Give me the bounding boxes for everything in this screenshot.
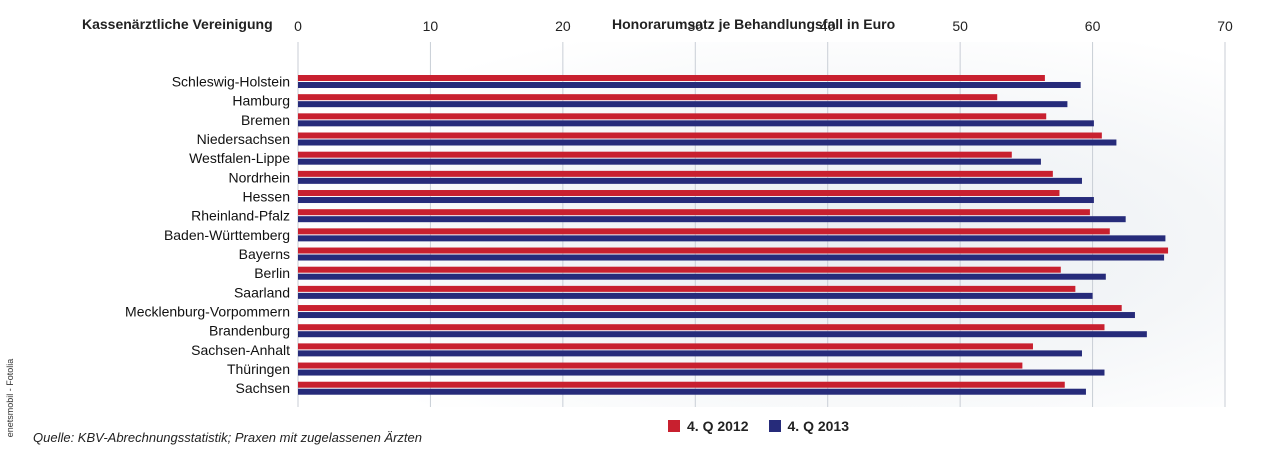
bar-2013 (298, 177, 1082, 184)
bar-2013 (298, 331, 1147, 338)
category-label: Saarland (234, 284, 290, 300)
x-tick-label: 10 (423, 18, 439, 34)
bar-2012 (298, 75, 1045, 81)
x-tick-label: 50 (952, 18, 968, 34)
bar-2012 (298, 209, 1090, 216)
category-label: Westfalen-Lippe (189, 150, 290, 166)
bar-2012 (298, 343, 1033, 350)
legend-item-2012: 4. Q 2012 (668, 418, 749, 434)
bar-2012 (298, 132, 1102, 139)
bar-2013 (298, 350, 1082, 357)
bar-2013 (298, 101, 1068, 108)
bar-2013 (298, 158, 1041, 165)
legend-swatch-2012 (668, 420, 680, 432)
x-tick-label: 20 (555, 18, 571, 34)
source-note: Quelle: KBV-Abrechnungsstatistik; Praxen… (33, 430, 422, 445)
category-axis-title: Kassenärztliche Vereinigung (82, 16, 273, 32)
category-label: Sachsen (236, 380, 290, 396)
bar-2012 (298, 170, 1053, 177)
legend-item-2013: 4. Q 2013 (768, 418, 850, 434)
bar-2012 (298, 305, 1122, 312)
bar-2013 (298, 139, 1117, 146)
bar-2013 (298, 235, 1166, 242)
category-label: Nordrhein (229, 169, 290, 185)
bar-2013 (298, 369, 1105, 376)
bar-2012 (298, 266, 1061, 273)
bar-2013 (298, 388, 1086, 395)
bar-2013 (298, 82, 1081, 88)
bar-2012 (298, 247, 1169, 254)
category-label: Rheinland-Pfalz (191, 208, 290, 224)
category-label: Mecklenburg-Vorpommern (125, 304, 290, 320)
image-credit: enetsmobil - Fotolia (5, 358, 15, 438)
x-tick-label: 30 (687, 18, 703, 34)
x-tick-label: 40 (820, 18, 836, 34)
category-label: Baden-Württemberg (164, 227, 290, 243)
category-label: Brandenburg (209, 323, 290, 339)
legend-swatch-2013 (768, 420, 781, 432)
bar-2013 (298, 254, 1165, 261)
category-label: Schleswig-Holstein (172, 74, 290, 90)
category-label: Bremen (241, 112, 290, 128)
category-label: Niedersachsen (197, 131, 290, 147)
bar-2012 (298, 94, 998, 101)
legend-label-2012: 4. Q 2012 (687, 418, 749, 434)
category-label: Hamburg (232, 93, 290, 109)
bar-2013 (298, 216, 1126, 223)
value-axis-title: Honorarumsatz je Behandlungsfall in Euro (612, 16, 896, 32)
bar-2012 (298, 190, 1060, 197)
bar-2012 (298, 113, 1047, 120)
bar-2012 (298, 285, 1076, 292)
category-label: Thüringen (227, 361, 290, 377)
bar-2013 (298, 273, 1106, 280)
bar-2012 (298, 151, 1012, 158)
bar-2013 (298, 292, 1093, 299)
bar-2012 (298, 228, 1110, 235)
category-label: Sachsen-Anhalt (191, 342, 290, 358)
x-tick-label: 0 (294, 18, 302, 34)
bar-2012 (298, 381, 1065, 388)
bar-2013 (298, 197, 1094, 204)
legend-label-2013: 4. Q 2013 (787, 418, 850, 434)
x-tick-label: 70 (1217, 18, 1233, 34)
bar-2013 (298, 120, 1094, 127)
x-tick-label: 60 (1085, 18, 1101, 34)
category-label: Hessen (243, 189, 290, 205)
bar-2012 (298, 362, 1023, 369)
category-label: Berlin (254, 265, 290, 281)
bar-2013 (298, 312, 1135, 319)
legend: 4. Q 2012 4. Q 2013 (668, 418, 849, 434)
bar-2012 (298, 324, 1105, 331)
category-label: Bayerns (239, 246, 290, 262)
